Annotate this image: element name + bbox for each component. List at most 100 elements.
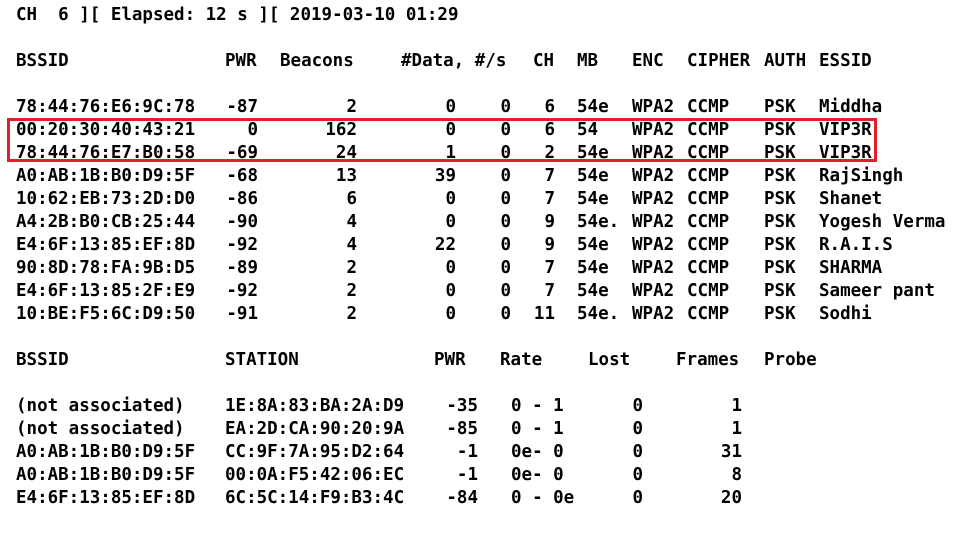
station-cell-rate: 0 - 0e <box>511 488 575 508</box>
col-station: STATION <box>225 350 299 370</box>
col-beacons: Beacons <box>280 51 354 71</box>
ap-cell-auth: PSK <box>764 166 796 186</box>
station-cell-rate: 0 - 1 <box>511 396 564 416</box>
ap-cell-s: 0 <box>500 281 511 301</box>
station-cell-station: 00:0A:F5:42:06:EC <box>225 465 405 485</box>
ap-cell-ch: 7 <box>544 258 555 278</box>
table-row: 78:44:76:E7:B0:58 -69 24 1 0 2 54e WPA2 CCMP PSK V… <box>16 142 946 165</box>
ap-cell-beacons: 2 <box>346 97 357 117</box>
ap-cell-data: 0 <box>445 304 456 324</box>
ap-cell-cipher: CCMP <box>687 143 730 163</box>
station-cell-bssid: A0:AB:1B:B0:D9:5F <box>16 442 196 462</box>
station-cell-station: 6C:5C:14:F9:B3:4C <box>225 488 405 508</box>
col-frames: Frames <box>676 350 740 370</box>
ap-cell-pwr: -92 <box>226 281 258 301</box>
ap-cell-essid: R.A.I.S <box>819 235 893 255</box>
station-cell-bssid: (not associated) <box>16 396 185 416</box>
ap-cell-enc: WPA2 <box>632 258 675 278</box>
ap-cell-mb: 54 <box>577 120 599 140</box>
table-row: A0:AB:1B:B0:D9:5F CC:9F:7A:95:D2:64 -1 0e- … <box>16 441 946 464</box>
station-table-header: BSSID STATION PWR Rate Lost Frames Probe <box>16 349 946 372</box>
col-mb: MB <box>577 51 599 71</box>
ap-cell-enc: WPA2 <box>632 281 675 301</box>
ap-cell-data: 0 <box>445 258 456 278</box>
table-row: 10:62:EB:73:2D:D0 -86 6 0 0 7 54e WPA2 CCMP PSK Sh… <box>16 188 946 211</box>
ap-cell-bssid: E4:6F:13:85:2F:E9 <box>16 281 196 301</box>
ap-cell-data: 0 <box>445 97 456 117</box>
ap-cell-bssid: E4:6F:13:85:EF:8D <box>16 235 196 255</box>
ap-cell-auth: PSK <box>764 143 796 163</box>
table-row: E4:6F:13:85:EF:8D -92 4 22 0 9 54e WPA2 CCMP PSK R… <box>16 234 946 257</box>
station-cell-frames: 31 <box>720 442 742 462</box>
ap-cell-enc: WPA2 <box>632 166 675 186</box>
ap-cell-cipher: CCMP <box>687 304 730 324</box>
ap-cell-essid: Yogesh Verma <box>819 212 946 232</box>
ap-cell-ch: 7 <box>544 166 555 186</box>
table-row: 78:44:76:E6:9C:78 -87 2 0 0 6 54e WPA2 CCMP PSK Mi… <box>16 96 946 119</box>
ap-cell-s: 0 <box>500 304 511 324</box>
station-cell-station: CC:9F:7A:95:D2:64 <box>225 442 405 462</box>
ap-cell-ch: 11 <box>533 304 555 324</box>
ap-cell-data: 22 <box>434 235 456 255</box>
ap-cell-pwr: -87 <box>226 97 258 117</box>
ap-cell-pwr: -89 <box>226 258 258 278</box>
ap-cell-essid: Sameer pant <box>819 281 935 301</box>
table-row: 90:8D:78:FA:9B:D5 -89 2 0 0 7 54e WPA2 CCMP PSK SH… <box>16 257 946 280</box>
status-line: CH 6 ][ Elapsed: 12 s ][ 2019-03-10 01:2… <box>16 5 459 25</box>
ap-cell-mb: 54e <box>577 97 609 117</box>
ap-cell-auth: PSK <box>764 97 796 117</box>
ap-cell-bssid: 10:62:EB:73:2D:D0 <box>16 189 196 209</box>
ap-cell-beacons: 24 <box>335 143 357 163</box>
ap-cell-mb: 54e <box>577 235 609 255</box>
ap-cell-ch: 2 <box>544 143 555 163</box>
col-essid: ESSID <box>819 51 872 71</box>
table-row: A4:2B:B0:CB:25:44 -90 4 0 0 9 54e. WPA2 CCMP PSK Y… <box>16 211 946 234</box>
station-cell-rate: 0e- 0 <box>511 465 564 485</box>
ap-cell-enc: WPA2 <box>632 212 675 232</box>
ap-cell-auth: PSK <box>764 120 796 140</box>
col-station-bssid: BSSID <box>16 350 69 370</box>
ap-cell-enc: WPA2 <box>632 304 675 324</box>
ap-cell-mb: 54e <box>577 281 609 301</box>
ap-cell-essid: Sodhi <box>819 304 872 324</box>
ap-cell-beacons: 6 <box>346 189 357 209</box>
ap-cell-pwr: 0 <box>247 120 258 140</box>
ap-cell-data: 0 <box>445 212 456 232</box>
ap-cell-cipher: CCMP <box>687 97 730 117</box>
col-station-pwr: PWR <box>434 350 466 370</box>
station-cell-pwr: -1 <box>456 465 478 485</box>
station-cell-station: 1E:8A:83:BA:2A:D9 <box>225 396 405 416</box>
ap-cell-enc: WPA2 <box>632 189 675 209</box>
ap-cell-mb: 54e <box>577 189 609 209</box>
ap-cell-ch: 9 <box>544 235 555 255</box>
station-cell-station: EA:2D:CA:90:20:9A <box>225 419 405 439</box>
ap-cell-pwr: -90 <box>226 212 258 232</box>
table-row: E4:6F:13:85:EF:8D 6C:5C:14:F9:B3:4C -84 0 -… <box>16 487 946 510</box>
ap-cell-ch: 7 <box>544 281 555 301</box>
station-cell-pwr: -1 <box>456 442 478 462</box>
ap-cell-bssid: 00:20:30:40:43:21 <box>16 120 196 140</box>
col-bssid: BSSID <box>16 51 69 71</box>
ap-cell-cipher: CCMP <box>687 189 730 209</box>
ap-cell-ch: 6 <box>544 120 555 140</box>
ap-cell-auth: PSK <box>764 281 796 301</box>
col-auth: AUTH <box>764 51 807 71</box>
station-cell-frames: 1 <box>731 419 742 439</box>
ap-cell-ch: 9 <box>544 212 555 232</box>
station-cell-pwr: -35 <box>446 396 478 416</box>
ap-cell-s: 0 <box>500 166 511 186</box>
col-rate: Rate <box>500 350 543 370</box>
ap-cell-beacons: 2 <box>346 258 357 278</box>
ap-cell-mb: 54e. <box>577 212 620 232</box>
ap-cell-beacons: 13 <box>335 166 357 186</box>
ap-cell-mb: 54e <box>577 166 609 186</box>
ap-cell-enc: WPA2 <box>632 143 675 163</box>
table-row: A0:AB:1B:B0:D9:5F 00:0A:F5:42:06:EC -1 0e- … <box>16 464 946 487</box>
ap-cell-enc: WPA2 <box>632 97 675 117</box>
ap-cell-pwr: -91 <box>226 304 258 324</box>
ap-cell-bssid: 90:8D:78:FA:9B:D5 <box>16 258 196 278</box>
ap-cell-pwr: -68 <box>226 166 258 186</box>
col-lost: Lost <box>588 350 631 370</box>
ap-cell-data: 1 <box>445 143 456 163</box>
ap-cell-bssid: 78:44:76:E6:9C:78 <box>16 97 196 117</box>
